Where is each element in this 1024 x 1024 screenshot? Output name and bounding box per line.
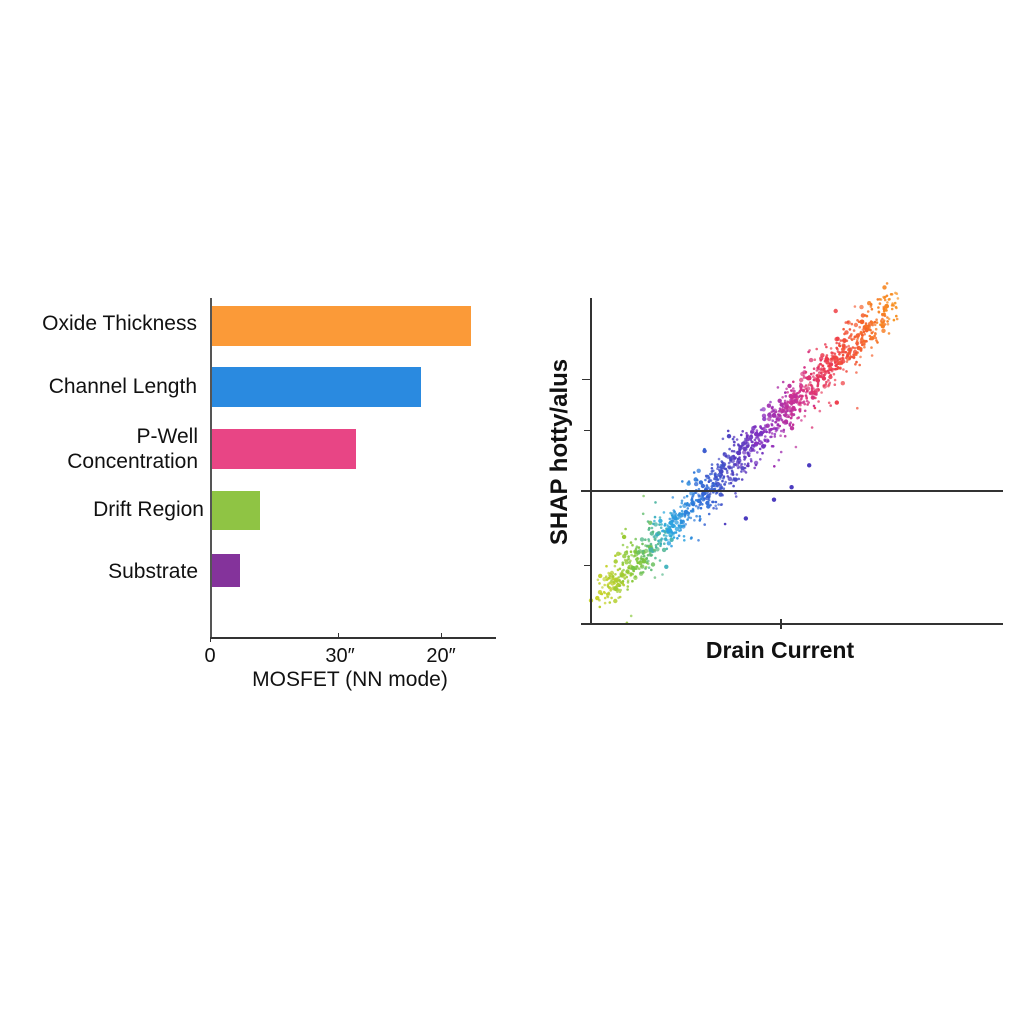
bar-y-axis bbox=[210, 298, 212, 638]
bar-channel-length bbox=[211, 367, 421, 407]
scatter-y-tick-2 bbox=[584, 430, 590, 431]
scatter-x-axis-label: Drain Current bbox=[705, 637, 855, 663]
category-label-channel-length: Channel Length bbox=[48, 375, 197, 398]
bar-x-axis-label: MOSFET (NN mode) bbox=[252, 668, 448, 691]
bar-x-tick-label-0: 0 bbox=[204, 645, 216, 667]
scatter-zero-line bbox=[581, 490, 1003, 492]
scatter-x-axis bbox=[581, 623, 1003, 625]
category-label-drift-region: Drift Region bbox=[93, 498, 204, 521]
bar-x-tick-20 bbox=[441, 633, 442, 639]
scatter-y-tick-3 bbox=[584, 565, 590, 566]
bar-drift-region bbox=[211, 491, 260, 530]
bar-x-tick-label-20: 20″ bbox=[426, 645, 456, 667]
bar-substrate bbox=[211, 554, 240, 587]
scatter-y-tick-1 bbox=[582, 379, 590, 380]
bar-oxide-thickness bbox=[211, 306, 471, 346]
category-label-substrate: Substrate bbox=[108, 560, 198, 583]
category-label-oxide-thickness: Oxide Thickness bbox=[42, 312, 197, 335]
scatter-y-axis bbox=[590, 298, 592, 625]
bar-x-tick-0 bbox=[210, 637, 211, 642]
category-label-pwell-concentration: P-Well Concentration bbox=[67, 425, 198, 473]
scatter-x-tick bbox=[780, 619, 782, 629]
bar-x-tick-30 bbox=[338, 633, 339, 639]
bar-pwell-concentration bbox=[211, 429, 356, 469]
scatter-y-axis-label: SHAP hotty/alus bbox=[546, 358, 573, 546]
bar-x-axis bbox=[210, 637, 496, 639]
bar-x-tick-label-30: 30″ bbox=[325, 645, 355, 667]
